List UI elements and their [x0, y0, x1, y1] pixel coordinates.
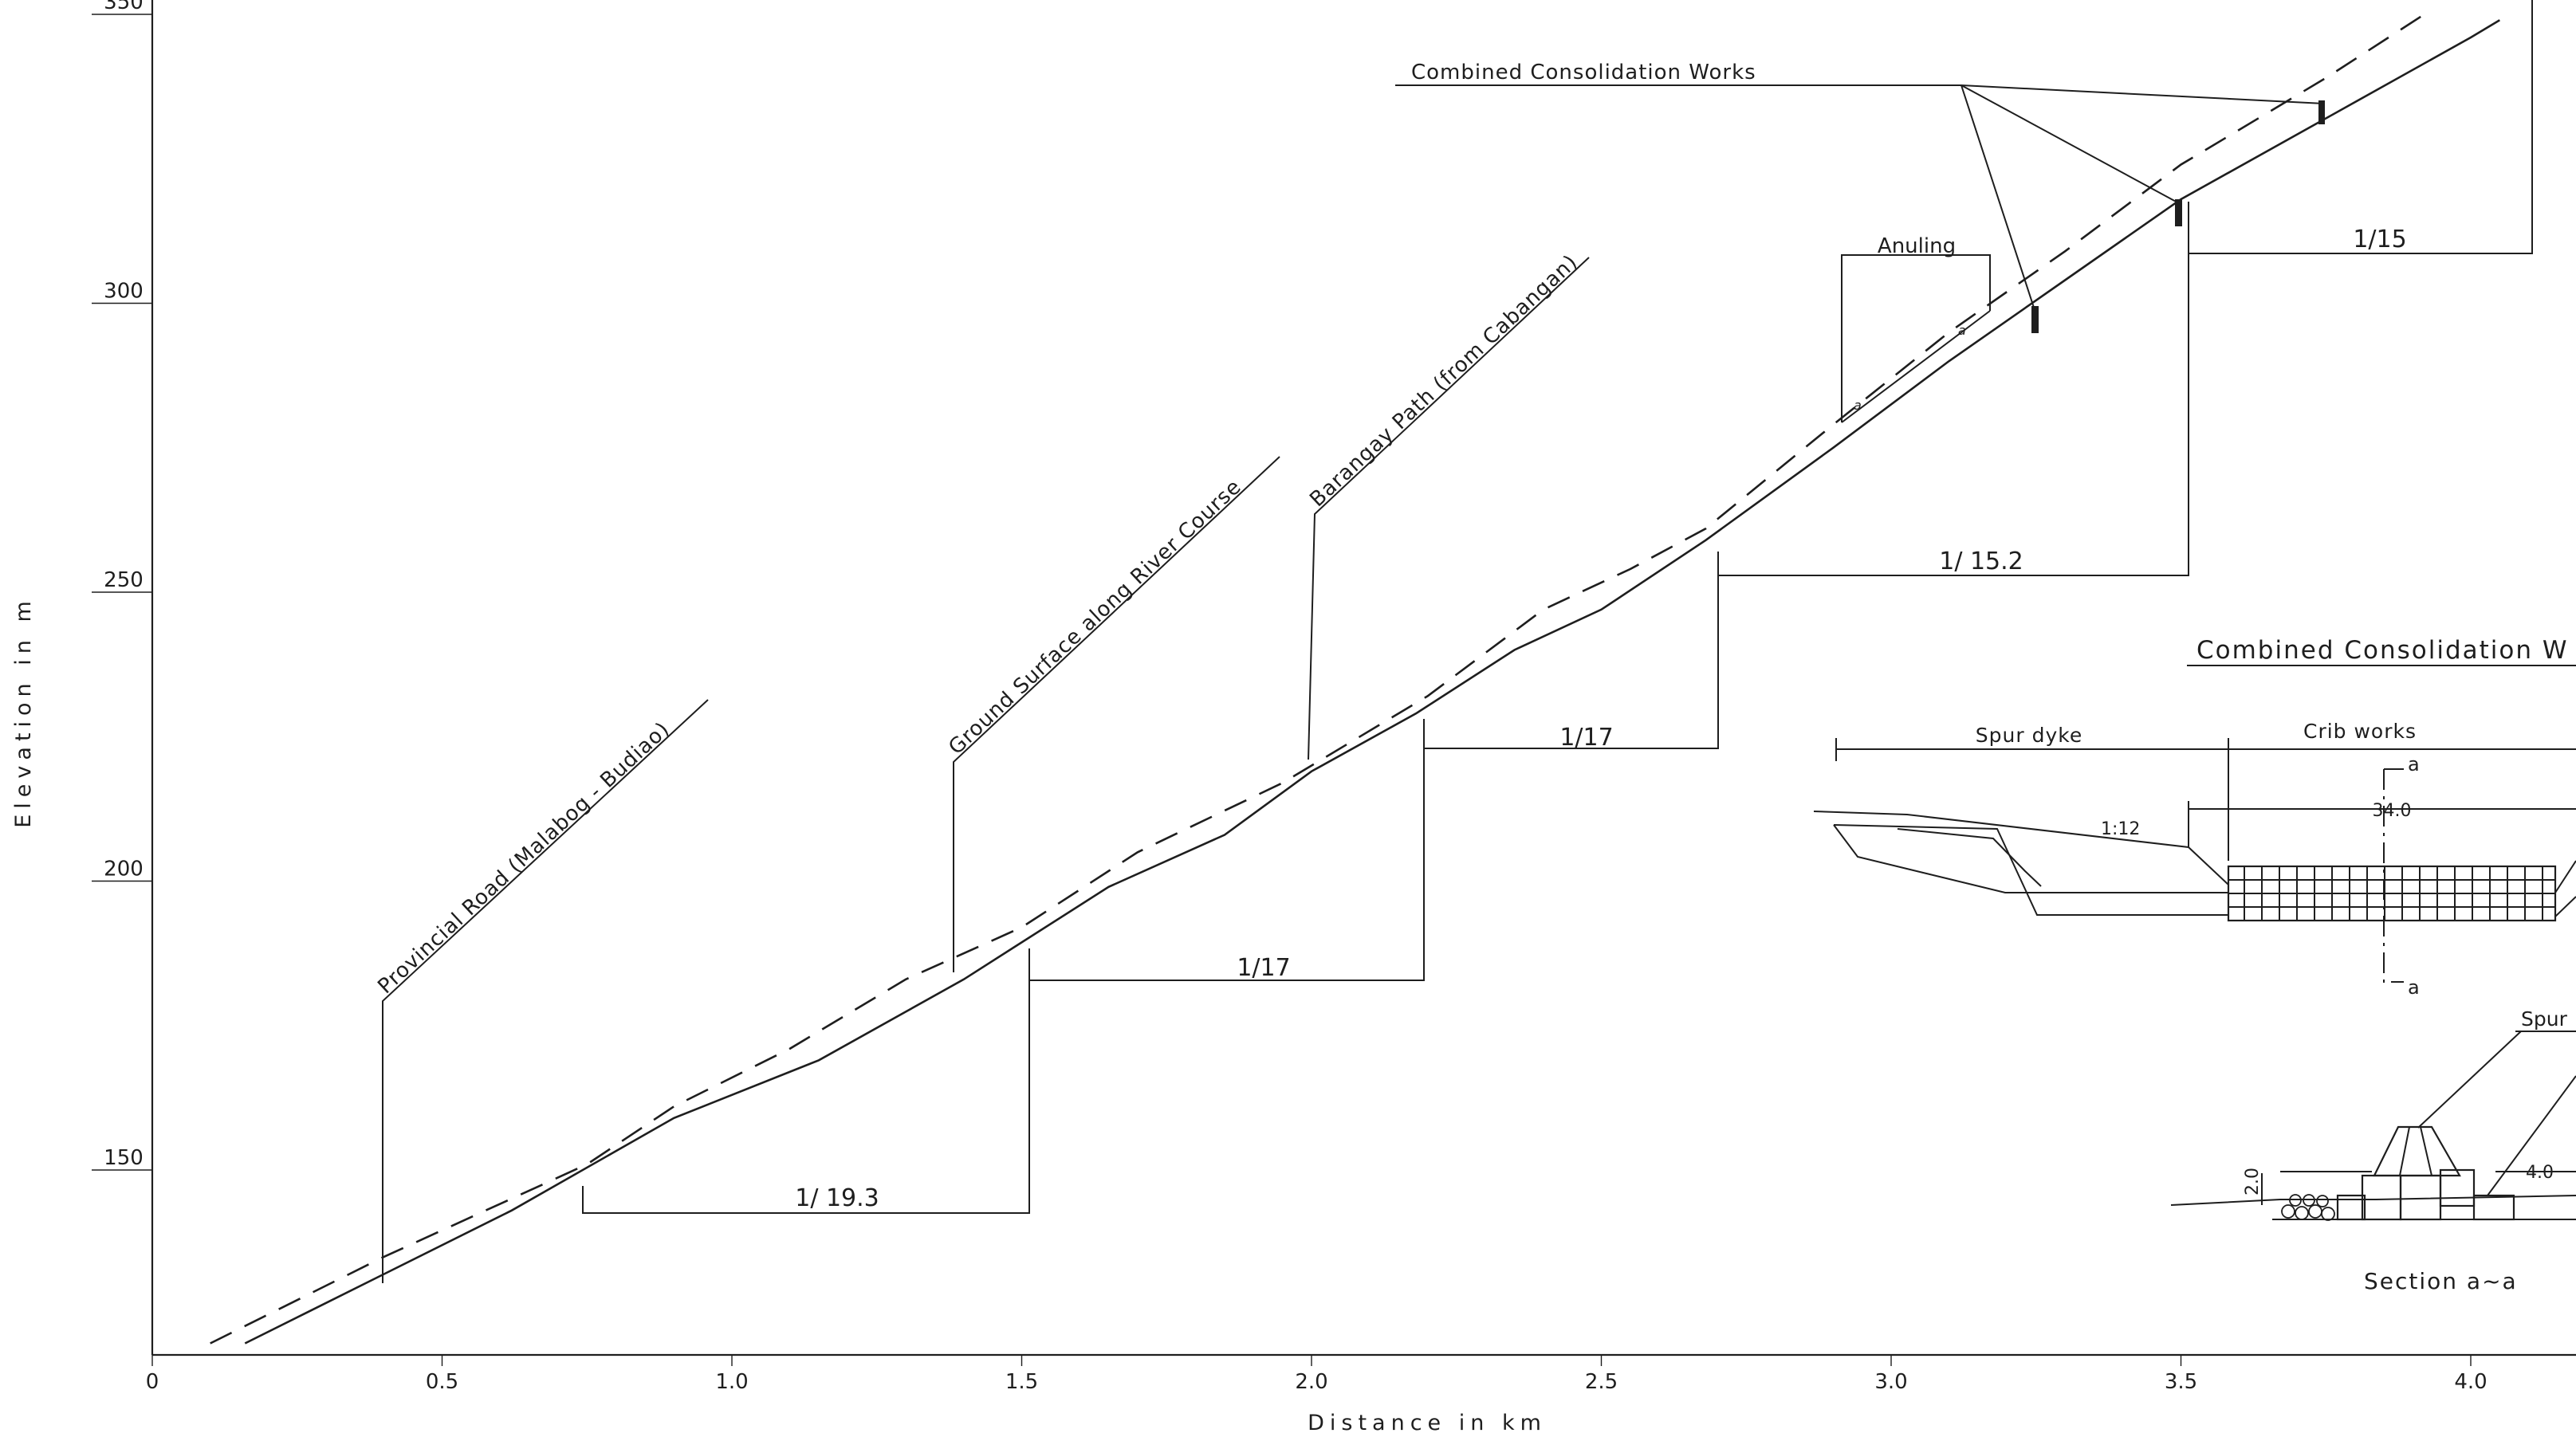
x-tick-label: 2.0 [1295, 1370, 1327, 1394]
x-axis-title: Distance in km [1308, 1411, 1547, 1435]
spur-dyke-label: Spur dyke [1976, 724, 2082, 747]
spur-section-label: Spur [2521, 1007, 2568, 1031]
slope-label-4: 1/ 15.2 [1939, 548, 2023, 575]
section-mark-bottom: a [2408, 976, 2420, 999]
section-block-left [2361, 1174, 2402, 1221]
dim-20-label: 2.0 [2243, 1168, 2263, 1196]
x-tick-label: 3.5 [2165, 1370, 2197, 1394]
anuling-marker-a2: a [1958, 323, 1966, 338]
slope-bracket-3: 1/17 [1424, 552, 1719, 752]
y-tick-label: 350 [104, 0, 144, 14]
riprap-stones [2281, 1194, 2335, 1221]
slope-bracket-2: 1/17 [1029, 719, 1425, 982]
slope-label-2: 1/17 [1237, 954, 1290, 982]
x-tick-label: 0 [146, 1370, 159, 1394]
anuling-callout: Anuling a a [1841, 234, 1991, 423]
y-tick-label: 200 [104, 858, 144, 881]
slope-label-5: 1/15 [2353, 226, 2406, 253]
section-block-right [2439, 1168, 2476, 1207]
anuling-label: Anuling [1878, 234, 1956, 258]
riverbed-profile-line [244, 19, 2500, 1345]
section-title: Section a~a [2364, 1268, 2518, 1294]
ground-surface-leader: Ground Surface along River Course [944, 456, 1280, 972]
y-tick-label: 300 [104, 280, 144, 304]
dam-marker-3 [2318, 100, 2325, 124]
slope-label-3: 1/17 [1559, 724, 1613, 752]
y-axis-ticks: 150 200 250 300 350 [92, 0, 152, 1171]
dim-34-label: 34.0 [2373, 801, 2412, 821]
ground-surface-label: Ground Surface along River Course [944, 475, 1246, 760]
barangay-path-leader: Barangay Path (from Cabangan) [1305, 250, 1590, 760]
consolidation-works-callout: Combined Consolidation Works [1395, 61, 2325, 333]
y-tick-label: 250 [104, 568, 144, 592]
provincial-road-label: Provincial Road (Malabog - Budiao) [373, 717, 674, 999]
x-tick-label: 1.0 [715, 1370, 748, 1394]
provincial-road-leader: Provincial Road (Malabog - Budiao) [373, 699, 709, 1283]
dam-marker-2 [2175, 199, 2182, 226]
y-axis-title: Elevation in m [11, 595, 36, 828]
x-axis-ticks: 0 0.5 1.0 1.5 2.0 2.5 3.0 3.5 4.0 [146, 1355, 2488, 1394]
x-tick-label: 0.5 [426, 1370, 458, 1394]
dim-40-label: 4.0 [2526, 1163, 2554, 1183]
x-tick-label: 1.5 [1005, 1370, 1038, 1394]
slope-bracket-5: 1/15 [2189, 0, 2533, 254]
slope-bracket-4: 1/ 15.2 [1718, 202, 2189, 576]
barangay-path-label: Barangay Path (from Cabangan) [1305, 250, 1583, 512]
y-tick-label: 150 [104, 1146, 144, 1170]
section-toe [2472, 1194, 2515, 1221]
inset-title: Combined Consolidation W [2196, 636, 2569, 665]
slope-label-1: 1/ 19.3 [795, 1184, 879, 1212]
section-crest [2373, 1125, 2461, 1177]
section-mark-top: a [2408, 753, 2420, 775]
profile-series [210, 13, 2500, 1345]
consolidation-works-label: Combined Consolidation Works [1411, 61, 1756, 84]
slope-bracket-1: 1/ 19.3 [582, 948, 1030, 1214]
slope-ratio-label: 1:12 [2101, 819, 2140, 839]
section-block-mid [2399, 1174, 2442, 1221]
crib-works-label: Crib works [2303, 720, 2417, 743]
anuling-marker-a1: a [1854, 398, 1862, 413]
crib-grid-verticals [2244, 866, 2543, 921]
x-tick-label: 3.0 [1874, 1370, 1907, 1394]
dam-marker-1 [2031, 306, 2039, 333]
x-tick-label: 4.0 [2454, 1370, 2487, 1394]
consolidation-inset: Combined Consolidation W Spur dyke Crib … [1813, 636, 2576, 1294]
ground-surface-line [210, 13, 2425, 1345]
x-tick-label: 2.5 [1585, 1370, 1618, 1394]
